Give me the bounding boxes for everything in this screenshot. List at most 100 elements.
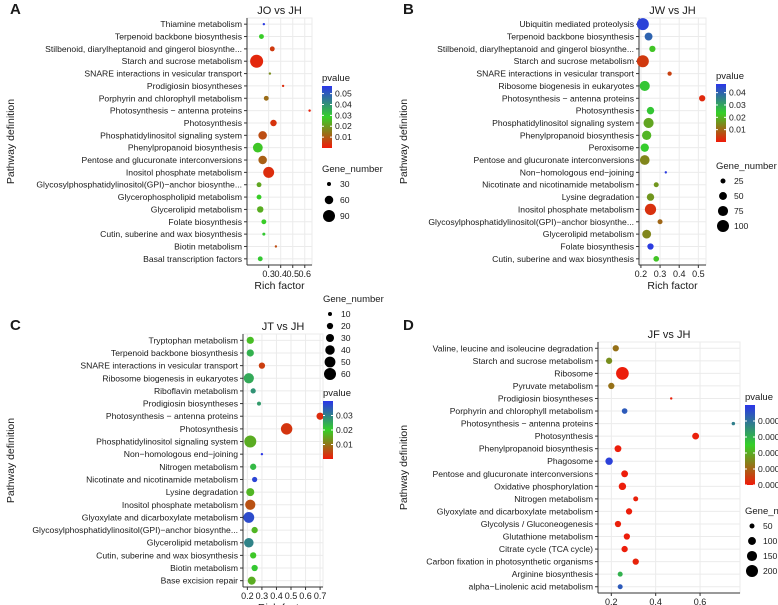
y-tick-label: Glyoxylate and dicarboxylate metabolism: [437, 506, 593, 516]
y-tick-label: Glycosylphosphatidylinositol(GPI)−anchor…: [428, 217, 634, 227]
data-point: [617, 571, 623, 577]
data-point: [642, 130, 652, 140]
pvalue-colorbar: [323, 401, 333, 459]
y-tick-label: Nicotinate and nicotinamide metabolism: [482, 180, 634, 190]
size-legend-dot: [326, 322, 334, 330]
data-point: [269, 46, 275, 52]
x-tick-label: 0.3: [262, 269, 275, 279]
y-tick-label: Ribosome biogenesis in eukaryotes: [498, 81, 634, 91]
data-point: [251, 564, 258, 572]
data-point: [244, 435, 257, 448]
y-tick-label: Glycosylphosphatidylinositol(GPI)−anchor…: [36, 180, 242, 190]
y-tick-label: Inositol phosphate metabolism: [122, 500, 238, 510]
y-tick-label: Phenylpropanoid biosynthesis: [128, 143, 242, 153]
data-point: [243, 512, 255, 523]
size-legend-dot: [325, 333, 335, 343]
data-point: [605, 357, 613, 364]
y-tick-label: SNARE interactions in vesicular transpor…: [476, 69, 634, 79]
size-legend-dot: [324, 195, 334, 205]
data-point: [245, 499, 256, 510]
y-tick-label: Prodigiosin biosyntheses: [143, 399, 238, 409]
colorbar-tick-label: 0.00010: [758, 448, 778, 458]
data-points: [243, 336, 324, 585]
data-point: [257, 256, 263, 262]
y-tick-label: Terpenoid backbone biosynthesis: [111, 348, 238, 358]
colorbar-tick-label: 0.03: [335, 110, 352, 120]
panel-letter: D: [403, 317, 414, 334]
data-point: [618, 482, 627, 491]
y-tick-labels: Tryptophan metabolism Terpenoid backbone …: [32, 335, 243, 586]
y-tick-label: Photosynthesis − antenna proteins: [461, 419, 593, 429]
data-point: [640, 143, 649, 152]
y-tick-label: Cutin, suberine and wax biosynthesis: [492, 254, 634, 264]
y-tick-label: Basal transcription factors: [143, 254, 242, 264]
y-tick-label: Glycerolipid metabolism: [151, 204, 242, 214]
y-tick-labels: Thiamine metabolism Terpenoid backbone bi…: [36, 19, 247, 264]
data-point: [657, 219, 663, 225]
gene-number-legend-title: Gene_number: [716, 161, 777, 172]
x-axis-label: Rich factor: [258, 602, 309, 605]
data-point: [616, 367, 629, 380]
data-point: [646, 106, 655, 115]
data-point: [699, 95, 706, 102]
y-tick-label: Biotin metabolism: [174, 241, 242, 251]
y-tick-label: Starch and sucrose metabolism: [514, 56, 634, 66]
y-tick-labels: Valine, leucine and isoleucine degradati…: [426, 343, 598, 592]
data-point: [250, 463, 257, 470]
colorbar-tick-label: 0.00015: [758, 432, 778, 442]
size-legend-label: 100: [734, 221, 749, 231]
data-point: [644, 203, 657, 216]
x-tick-label: 0.3: [256, 591, 269, 601]
x-tick-labels: 0.2 0.4 0.6: [605, 593, 706, 605]
x-tick-label: 0.4: [274, 269, 287, 279]
y-tick-label: Stilbenoid, diarylheptanoid and gingerol…: [437, 44, 634, 54]
size-legend-label: 150: [763, 551, 778, 561]
y-axis-label: Pathway definition: [398, 425, 410, 510]
panel-a: A JO vs JH Thiamine metabolism Terpenoid ba…: [5, 1, 383, 292]
data-point: [263, 95, 269, 101]
y-tick-label: Folate biosynthesis: [168, 217, 242, 227]
panel-title: JW vs JH: [649, 5, 695, 17]
data-point: [670, 397, 673, 400]
y-tick-label: Pentose and glucuronate interconversions: [81, 155, 242, 165]
size-legend-label: 10: [341, 309, 351, 319]
pvalue-legend: pvalue 0.010.020.030.040.05: [322, 73, 352, 148]
data-point: [260, 452, 264, 456]
y-tick-label: Pyruvate metabolism: [513, 381, 593, 391]
x-tick-label: 0.6: [694, 597, 707, 605]
data-point: [259, 34, 264, 39]
data-point: [644, 32, 653, 41]
data-point: [262, 22, 266, 26]
data-point: [692, 432, 700, 440]
data-point: [250, 388, 256, 394]
y-tick-label: Phenylpropanoid biosynthesis: [479, 444, 593, 454]
pvalue-legend: pvalue 0.01 0.02 0.03 0.04: [716, 71, 746, 142]
size-legend-dot: [325, 345, 335, 355]
panel-title: JF vs JH: [648, 329, 691, 341]
x-tick-label: 0.5: [286, 269, 299, 279]
data-point: [731, 421, 736, 426]
y-axis-label: Pathway definition: [5, 99, 17, 184]
colorbar-tick-label: 0.01: [336, 440, 353, 450]
colorbar-tick-label: 0.05: [335, 89, 352, 99]
y-tick-label: Inositol phosphate metabolism: [518, 204, 634, 214]
data-point: [667, 71, 672, 76]
data-point: [256, 182, 262, 188]
x-tick-label: 0.5: [285, 591, 298, 601]
size-legend-dot: [749, 523, 755, 529]
data-point: [621, 545, 628, 553]
x-tick-label: 0.4: [673, 269, 686, 279]
x-tick-label: 0.4: [270, 591, 283, 601]
x-tick-label: 0.3: [654, 269, 667, 279]
colorbar-tick-label: 0.01: [335, 132, 352, 142]
size-legend-label: 40: [341, 345, 351, 355]
size-legend-dot: [720, 178, 726, 184]
y-tick-label: Phagosome: [547, 456, 593, 466]
x-tick-label: 0.4: [649, 597, 662, 605]
gene-number-legend-title: Gene_number: [322, 164, 383, 175]
data-point: [250, 552, 257, 559]
colorbar-tick-label: 0.02: [335, 121, 352, 131]
size-legend-dot: [719, 192, 727, 200]
y-tick-label: Prodigiosin biosyntheses: [147, 81, 242, 91]
